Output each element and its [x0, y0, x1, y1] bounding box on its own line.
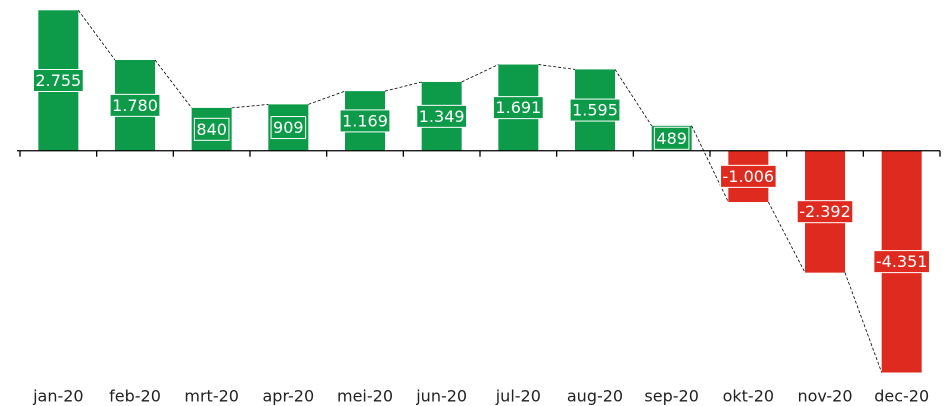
connector	[844, 272, 883, 373]
value-label: -2.392	[799, 202, 851, 221]
x-tick-label: nov-20	[797, 387, 852, 406]
x-tick-label: feb-20	[109, 387, 161, 406]
connector	[614, 69, 653, 127]
x-tick-label: mrt-20	[184, 387, 239, 406]
connector	[154, 59, 192, 109]
value-label-bg	[270, 116, 307, 140]
value-label: 1.691	[495, 98, 541, 117]
x-tick-label: aug-20	[567, 387, 623, 406]
value-label: 1.169	[342, 111, 388, 130]
value-label-bg	[109, 93, 161, 117]
value-label: -1.006	[723, 167, 775, 186]
value-label-bg	[873, 250, 930, 274]
value-label: 909	[273, 118, 304, 137]
connector	[384, 81, 422, 92]
value-label: 2.755	[35, 71, 81, 90]
value-label: 1.349	[419, 107, 465, 126]
connector	[461, 64, 499, 83]
value-label: -4.351	[876, 252, 928, 271]
connector	[538, 64, 576, 70]
value-label-bg	[339, 109, 391, 133]
x-tick-label: jun-20	[415, 387, 467, 406]
value-label-bg	[720, 164, 777, 188]
x-tick-label: okt-20	[723, 387, 774, 406]
value-label-bg	[569, 98, 621, 122]
x-tick-label: jan-20	[32, 387, 84, 406]
x-tick-label: dec-20	[874, 387, 929, 406]
connector	[231, 103, 269, 109]
value-label-bg	[193, 117, 230, 141]
connector	[767, 201, 806, 273]
value-label: 489	[656, 129, 687, 148]
value-label: 840	[196, 120, 227, 139]
connector	[691, 125, 729, 203]
x-tick-label: sep-20	[644, 387, 698, 406]
value-label-bg	[492, 96, 544, 120]
value-label-bg	[416, 104, 468, 128]
connector	[308, 90, 346, 105]
value-label: 1.595	[572, 101, 618, 120]
x-tick-label: apr-20	[263, 387, 315, 406]
value-label-bg	[796, 200, 854, 224]
x-tick-label: jul-20	[495, 387, 541, 406]
connector	[78, 10, 116, 61]
value-label: 1.780	[112, 96, 158, 115]
value-label-bg	[653, 126, 690, 150]
x-tick-label: mei-20	[337, 387, 393, 406]
value-label-bg	[32, 69, 84, 93]
